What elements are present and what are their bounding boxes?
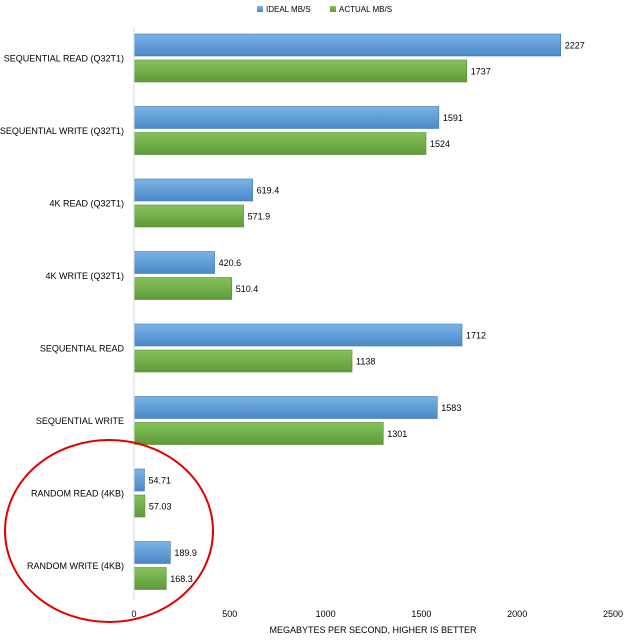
x-tick-label: 500 (222, 609, 237, 619)
category-label: RANDOM READ (4KB) (31, 489, 124, 499)
bar-value-label: 2227 (565, 41, 585, 51)
bar-ideal (133, 106, 440, 129)
x-tick-label: 2000 (507, 609, 527, 619)
bar-ideal (133, 323, 463, 347)
bar-actual (133, 132, 427, 155)
bars (133, 33, 561, 590)
bar-actual (133, 422, 384, 445)
bar-value-label: 510.4 (236, 284, 259, 294)
category-label: 4K READ (Q32T1) (49, 199, 124, 209)
bar-ideal (133, 33, 561, 57)
bar-actual (133, 567, 167, 590)
bar-value-label: 168.3 (170, 574, 193, 584)
bar-ideal (133, 541, 171, 564)
bar-value-label: 1712 (466, 331, 486, 341)
x-axis-tick-labels: 0 500 1000 1500 2000 2500 (131, 609, 623, 619)
bar-value-label: 57.03 (149, 502, 172, 512)
x-tick-label: 2500 (603, 609, 623, 619)
bar-value-label: 1138 (356, 357, 375, 367)
bar-actual (133, 349, 353, 373)
bar-actual (133, 204, 244, 228)
bar-value-label: 1737 (471, 67, 491, 77)
legend-label-ideal: IDEAL MB/S (266, 5, 311, 14)
bar-ideal (133, 468, 145, 492)
legend-label-actual: ACTUAL MB/S (339, 5, 392, 14)
bar-ideal (133, 396, 438, 419)
x-tick-label: 1000 (316, 609, 336, 619)
bar-actual (133, 494, 146, 518)
x-tick-label: 1500 (411, 609, 431, 619)
bar-value-label: 189.9 (174, 548, 197, 558)
category-labels: SEQUENTIAL READ (Q32T1) SEQUENTIAL WRITE … (0, 54, 124, 572)
category-label: SEQUENTIAL READ (40, 344, 125, 354)
bar-value-label: 1583 (441, 403, 461, 413)
category-label: RANDOM WRITE (4KB) (27, 561, 124, 571)
x-tick-label: 0 (131, 609, 136, 619)
bar-value-label: 1591 (443, 113, 463, 123)
category-label: SEQUENTIAL WRITE (36, 416, 124, 426)
bar-actual (133, 59, 468, 83)
category-label: SEQUENTIAL READ (Q32T1) (4, 54, 124, 64)
bar-value-label: 619.4 (257, 186, 280, 196)
bar-value-labels: 2227 1737 1591 1524 619.4 571.9 420.6 510.4 1712… (148, 41, 584, 585)
bar-value-label: 1524 (430, 139, 450, 149)
legend-swatch-ideal (257, 6, 263, 12)
legend-swatch-actual (330, 6, 336, 12)
category-label: SEQUENTIAL WRITE (Q32T1) (0, 126, 124, 136)
legend: IDEAL MB/S ACTUAL MB/S (257, 5, 392, 14)
bar-actual (133, 277, 233, 300)
category-label: 4K WRITE (Q32T1) (45, 271, 124, 281)
bar-ideal (133, 251, 215, 274)
bar-value-label: 420.6 (219, 258, 242, 268)
bar-value-label: 571.9 (248, 212, 271, 222)
bar-value-label: 54.71 (148, 476, 171, 486)
bar-ideal (133, 178, 253, 202)
highlight-ellipse (4, 439, 214, 623)
x-axis-label: MEGABYTES PER SECOND, HIGHER IS BETTER (269, 625, 477, 635)
bar-value-label: 1301 (387, 429, 407, 439)
